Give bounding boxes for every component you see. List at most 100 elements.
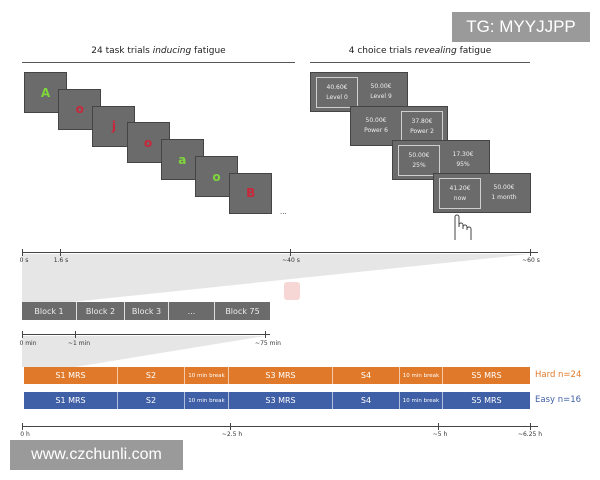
tick xyxy=(530,249,531,256)
funnel-minutes xyxy=(22,336,265,367)
block-ellipsis: ... xyxy=(169,302,215,320)
tick xyxy=(60,249,61,256)
choice-trial: 50.00€ Power 6 37.80€ Power 2 xyxy=(350,106,448,146)
stimulus-letter: o xyxy=(75,102,84,117)
option-detail: 25% xyxy=(412,161,426,169)
choice-option-right[interactable]: 50.00€ Level 9 xyxy=(361,77,401,106)
faint-logo-mark xyxy=(284,282,300,300)
tick-label: ~6.25 h xyxy=(517,431,543,438)
title-emphasis: revealing xyxy=(414,46,457,56)
title-text: 24 task trials xyxy=(91,46,153,56)
group-label: Easy n=16 xyxy=(535,395,582,405)
session-segment: S1 MRS xyxy=(24,367,118,384)
minutes-axis xyxy=(22,334,270,335)
option-detail: Level 0 xyxy=(326,93,348,101)
choice-trial: 41.20€ now 50.00€ 1 month xyxy=(433,173,531,213)
tick xyxy=(230,423,231,430)
option-detail: now xyxy=(453,194,467,202)
choice-option-right[interactable]: 50.00€ 1 month xyxy=(484,178,524,207)
session-segment: S5 MRS xyxy=(471,396,502,405)
choice-option-left[interactable]: 50.00€ Power 6 xyxy=(356,111,396,140)
group-label: Hard n=24 xyxy=(535,370,582,380)
session-segment: S2 xyxy=(118,367,185,384)
tick-label: 0 h xyxy=(20,431,30,438)
stimulus-letter: j xyxy=(111,119,116,134)
tick-label: 0 s xyxy=(19,257,29,264)
session-segment: S4 xyxy=(333,392,400,409)
session-segment: S1 MRS xyxy=(24,392,118,409)
break-segment: 10 min break xyxy=(400,392,443,409)
option-detail: Level 9 xyxy=(370,92,392,100)
session-segment: S4 xyxy=(333,367,400,384)
funnel-seconds xyxy=(22,254,530,302)
tick-label: ~5 h xyxy=(432,431,448,438)
choice-option-left[interactable]: 50.00€ 25% xyxy=(398,145,440,176)
watermark-top: TG: MYYJJPP xyxy=(452,12,590,42)
block-75: Block 75 xyxy=(215,302,270,320)
title-text: fatigue xyxy=(191,46,226,56)
choice-option-left[interactable]: 41.20€ now xyxy=(439,178,481,209)
tick xyxy=(530,423,531,430)
option-amount: 50.00€ xyxy=(370,82,392,90)
tick-label: ~60 s xyxy=(522,257,540,264)
divider xyxy=(22,62,295,63)
divider xyxy=(310,62,530,63)
option-amount: 50.00€ xyxy=(493,183,515,191)
tick xyxy=(438,423,439,430)
choice-option-right[interactable]: 17.30€ 95% xyxy=(443,145,483,174)
tick-label: 1.6 s xyxy=(53,257,69,264)
task-trials-title: 24 task trials inducing fatigue xyxy=(22,46,295,56)
break-segment: 10 min break xyxy=(185,367,229,384)
session-bar-easy: S1 MRS S2 10 min break S3 MRS S4 10 min break… xyxy=(24,392,530,409)
session-segment: S2 xyxy=(118,392,185,409)
option-detail: 95% xyxy=(456,160,470,168)
option-amount: 17.30€ xyxy=(452,150,474,158)
session-segment: S3 MRS xyxy=(229,367,333,384)
stimulus-letter: A xyxy=(40,85,51,100)
choice-option-right[interactable]: 37.80€ Power 2 xyxy=(401,111,443,142)
tick xyxy=(22,249,23,256)
option-amount: 37.80€ xyxy=(411,117,433,125)
option-detail: Power 6 xyxy=(364,126,388,134)
tick-label: ~75 min xyxy=(255,340,281,347)
block-2: Block 2 xyxy=(77,302,125,320)
session-segment: S3 MRS xyxy=(229,392,333,409)
hand-pointer-icon xyxy=(454,214,472,240)
seconds-axis xyxy=(22,252,538,253)
tick-label: ~1 min xyxy=(67,340,91,347)
title-text: 4 choice trials xyxy=(348,46,415,56)
stimulus-letter: B xyxy=(246,186,256,201)
stimulus-letter: o xyxy=(212,169,221,184)
tick xyxy=(290,249,291,256)
tick-label: ~40 s xyxy=(282,257,300,264)
watermark-bottom: www.czchunli.com xyxy=(10,440,183,470)
choice-option-left[interactable]: 40.60€ Level 0 xyxy=(316,77,358,108)
title-text: fatigue xyxy=(456,46,492,56)
tick-label: 0 min xyxy=(19,340,37,347)
block-1: Block 1 xyxy=(22,302,77,320)
option-detail: 1 month xyxy=(491,193,517,201)
choice-trials-title: 4 choice trials revealing fatigue xyxy=(310,46,530,56)
option-detail: Power 2 xyxy=(410,127,434,135)
hours-axis xyxy=(22,426,538,427)
option-amount: 50.00€ xyxy=(408,151,430,159)
tick xyxy=(22,423,23,430)
session-bar-hard: S1 MRS S2 10 min break S3 MRS S4 10 min break… xyxy=(24,367,530,384)
tick xyxy=(22,331,23,338)
block-3: Block 3 xyxy=(125,302,169,320)
break-segment: 10 min break xyxy=(400,367,443,384)
ellipsis: ... xyxy=(280,208,287,216)
break-segment: 10 min break xyxy=(185,392,229,409)
option-amount: 41.20€ xyxy=(449,184,471,192)
option-amount: 40.60€ xyxy=(326,83,348,91)
title-emphasis: inducing xyxy=(152,46,192,56)
option-amount: 50.00€ xyxy=(365,116,387,124)
stimulus-card: o xyxy=(58,88,102,130)
tick xyxy=(265,331,266,338)
stimulus-card: B xyxy=(229,172,273,214)
stimulus-letter: o xyxy=(143,135,153,150)
session-segment: S5 MRS xyxy=(471,371,502,380)
tick xyxy=(75,331,76,338)
stimulus-letter: a xyxy=(178,152,187,167)
